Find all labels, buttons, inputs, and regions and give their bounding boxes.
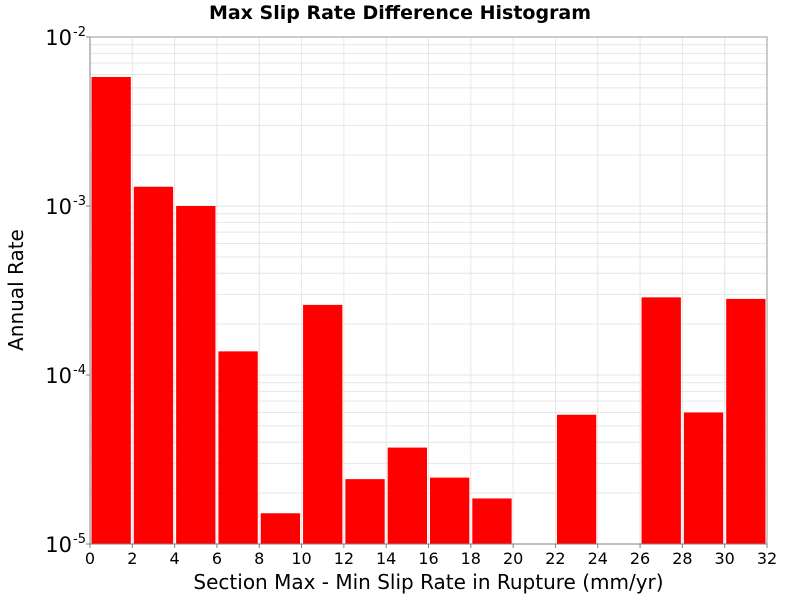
y-tick-label: 10 -5	[45, 532, 86, 557]
x-tick-label: 20	[503, 549, 523, 568]
y-tick-exponent: -5	[73, 532, 86, 547]
y-tick-base: 10	[45, 533, 72, 557]
bar	[683, 412, 724, 544]
bar	[345, 479, 385, 544]
bar	[91, 76, 131, 545]
x-tick-label: 10	[291, 549, 311, 568]
y-tick-exponent: -3	[73, 194, 86, 209]
y-tick-exponent: -2	[73, 25, 86, 40]
bar	[303, 304, 343, 544]
y-tick-label: 10 -4	[45, 363, 86, 388]
bar	[726, 298, 766, 544]
bar-layer	[91, 76, 766, 545]
x-tick-label: 6	[212, 549, 222, 568]
bar	[218, 351, 258, 544]
y-tick-base: 10	[45, 364, 72, 388]
y-tick-exponent: -4	[73, 363, 86, 378]
y-axis-label: Annual Rate	[4, 229, 28, 351]
bar	[556, 414, 597, 544]
bar	[260, 513, 301, 544]
x-tick-label: 4	[170, 549, 180, 568]
bar	[176, 206, 216, 544]
x-tick-label: 24	[588, 549, 608, 568]
x-tick-label: 16	[418, 549, 438, 568]
bar	[641, 297, 681, 544]
bar	[472, 498, 512, 544]
y-tick-base: 10	[45, 26, 72, 50]
bar	[430, 477, 470, 544]
x-axis-label: Section Max - Min Slip Rate in Rupture (…	[193, 570, 664, 594]
x-axis: 0 2 4 6 8 10 12 14 16 18 20 22 24 26 28 30 32	[85, 543, 777, 568]
y-tick-label: 10 -2	[45, 25, 86, 50]
x-tick-label: 26	[630, 549, 650, 568]
x-tick-label: 0	[85, 549, 95, 568]
x-tick-label: 18	[461, 549, 481, 568]
y-tick-label: 10 -3	[45, 194, 86, 219]
x-tick-label: 32	[757, 549, 777, 568]
bar	[387, 447, 427, 544]
x-tick-label: 14	[376, 549, 396, 568]
y-tick-base: 10	[45, 195, 72, 219]
x-tick-label: 8	[254, 549, 264, 568]
chart-title: Max Slip Rate Difference Histogram	[208, 2, 592, 24]
x-tick-label: 28	[672, 549, 692, 568]
y-axis: 10-210-310-410-5	[45, 25, 91, 557]
x-tick-label: 30	[715, 549, 735, 568]
x-tick-label: 12	[334, 549, 354, 568]
x-tick-label: 22	[545, 549, 565, 568]
x-tick-label: 2	[127, 549, 137, 568]
bar	[133, 186, 174, 544]
